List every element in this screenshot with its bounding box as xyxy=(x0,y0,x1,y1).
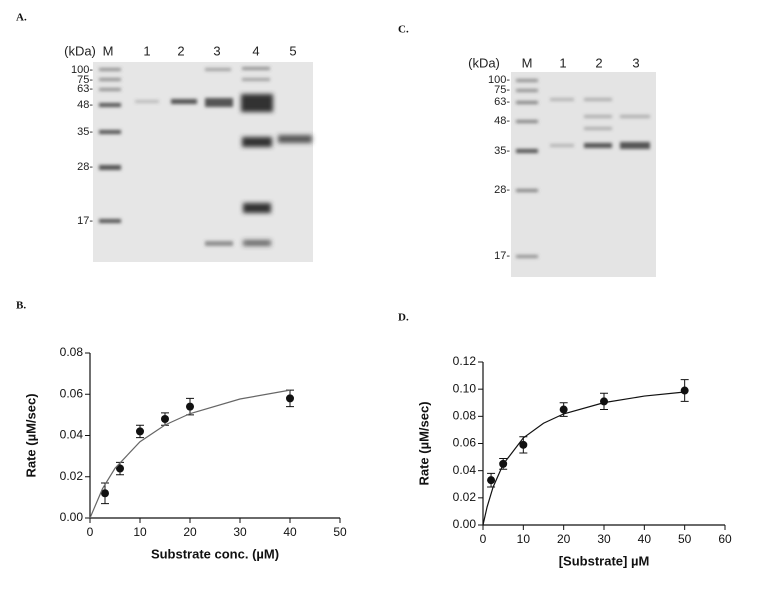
data-point xyxy=(136,427,144,436)
panel-label: B. xyxy=(16,300,26,312)
data-point xyxy=(680,386,689,395)
x-tick-label: 60 xyxy=(718,532,732,546)
y-tick-label: 0.04 xyxy=(453,463,477,477)
data-point xyxy=(559,405,568,414)
x-axis-title: [Substrate] µM xyxy=(559,553,650,568)
x-tick-label: 40 xyxy=(638,532,652,546)
x-tick-label: 0 xyxy=(480,532,487,546)
gel-label: (kDa) xyxy=(468,55,500,70)
data-point xyxy=(101,489,109,498)
x-tick-label: 30 xyxy=(233,525,247,539)
y-axis-title: Rate (µM/sec) xyxy=(23,393,38,477)
gel-image xyxy=(93,62,313,262)
gel-image xyxy=(511,72,656,277)
marker-label: 63- xyxy=(77,83,93,95)
gel-label: 5 xyxy=(289,43,296,58)
gel-label: M xyxy=(522,55,533,70)
panel-label: A. xyxy=(16,12,27,24)
y-tick-label: 0.10 xyxy=(453,381,477,395)
y-tick-label: 0.06 xyxy=(60,386,84,400)
gel-label: 2 xyxy=(177,43,184,58)
marker-label: 48- xyxy=(77,99,93,111)
marker-label: 100- xyxy=(488,74,510,86)
x-tick-label: 20 xyxy=(183,525,197,539)
x-tick-label: 50 xyxy=(678,532,692,546)
data-point xyxy=(600,397,608,406)
x-tick-label: 30 xyxy=(597,532,611,546)
gel-label: 1 xyxy=(559,55,566,70)
x-tick-label: 10 xyxy=(133,525,147,539)
marker-label: 100- xyxy=(71,64,93,76)
x-axis-title: Substrate conc. (µM) xyxy=(151,546,279,561)
gel-label: M xyxy=(103,43,114,58)
marker-label: 63- xyxy=(494,96,510,108)
gel-label: 3 xyxy=(632,55,639,70)
marker-label: 28- xyxy=(77,161,93,173)
y-tick-label: 0.08 xyxy=(60,345,84,359)
y-tick-label: 0.08 xyxy=(453,409,477,423)
y-tick-label: 0.00 xyxy=(453,517,477,531)
marker-label: 35- xyxy=(494,145,510,157)
x-tick-label: 40 xyxy=(283,525,297,539)
marker-label: 75- xyxy=(494,84,510,96)
y-axis-title: Rate (µM/sec) xyxy=(416,401,431,485)
fit-curve xyxy=(89,389,291,519)
data-point xyxy=(161,415,169,423)
marker-label: 48- xyxy=(494,115,510,127)
marker-label: 17- xyxy=(494,250,510,262)
y-tick-label: 0.06 xyxy=(453,436,477,450)
y-tick-label: 0.00 xyxy=(60,510,84,524)
panel-label: D. xyxy=(398,312,409,324)
gel-label: 1 xyxy=(143,43,150,58)
data-point xyxy=(487,476,496,485)
data-point xyxy=(116,464,124,473)
data-point xyxy=(286,394,294,403)
y-tick-label: 0.02 xyxy=(60,469,84,483)
panel-label: C. xyxy=(398,24,409,36)
data-point xyxy=(519,440,528,449)
x-tick-label: 0 xyxy=(87,525,94,539)
marker-label: 17- xyxy=(77,215,93,227)
y-tick-label: 0.04 xyxy=(60,428,84,442)
gel-label: 4 xyxy=(252,43,259,58)
x-tick-label: 20 xyxy=(557,532,571,546)
x-tick-label: 50 xyxy=(333,525,347,539)
marker-label: 35- xyxy=(77,126,93,138)
fit-curve xyxy=(482,391,685,526)
y-tick-label: 0.02 xyxy=(453,490,477,504)
y-tick-label: 0.12 xyxy=(453,354,477,368)
marker-label: 75- xyxy=(77,74,93,86)
x-tick-label: 10 xyxy=(517,532,531,546)
gel-label: 3 xyxy=(213,43,220,58)
gel-label: 2 xyxy=(595,55,602,70)
marker-label: 28- xyxy=(494,184,510,196)
gel-label: (kDa) xyxy=(64,43,96,58)
data-point xyxy=(186,402,194,411)
